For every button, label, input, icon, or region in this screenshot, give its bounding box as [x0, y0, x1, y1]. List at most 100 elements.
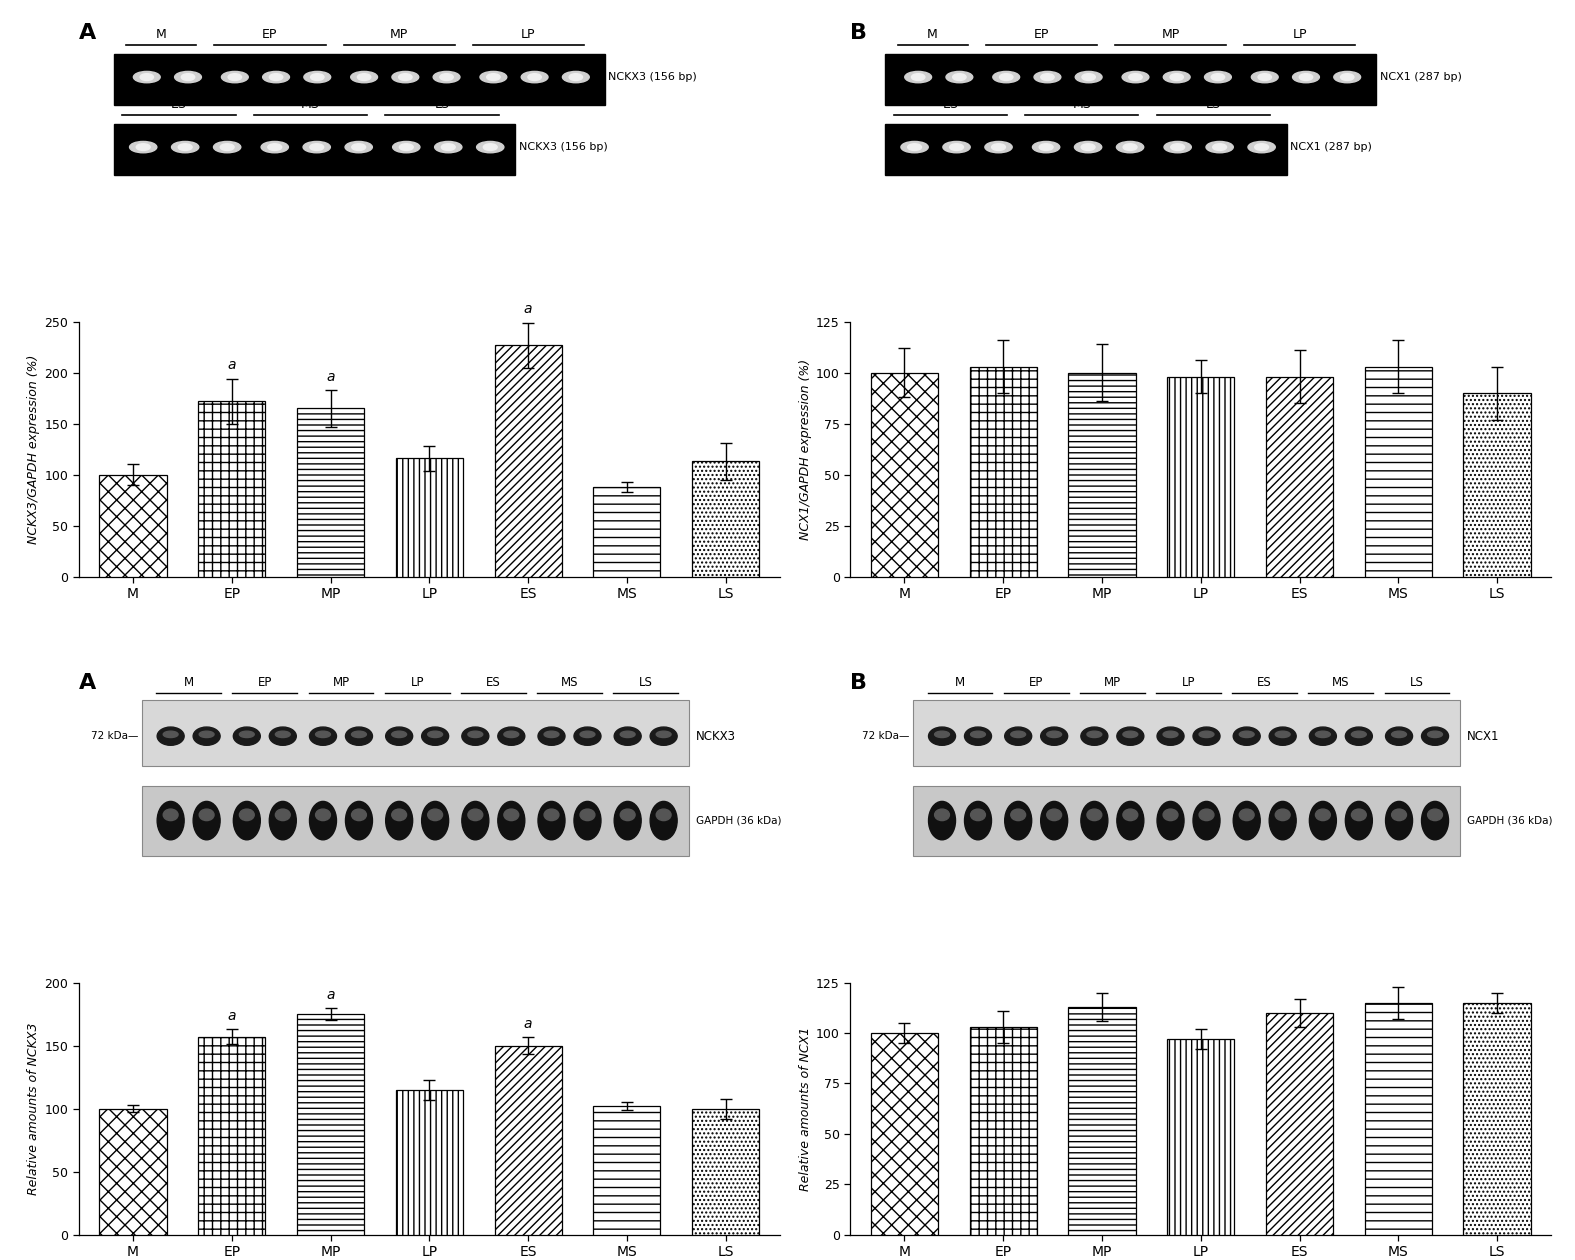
Bar — [395, 1090, 463, 1235]
Ellipse shape — [1011, 809, 1025, 820]
Ellipse shape — [929, 801, 956, 840]
Bar — [594, 1106, 660, 1235]
Ellipse shape — [614, 727, 641, 746]
Ellipse shape — [172, 141, 198, 152]
Ellipse shape — [276, 809, 290, 820]
Ellipse shape — [1269, 727, 1296, 746]
Text: NCX1: NCX1 — [1468, 730, 1499, 742]
Ellipse shape — [1211, 73, 1225, 81]
Bar — [1068, 1007, 1136, 1235]
Ellipse shape — [198, 731, 214, 737]
Bar — [495, 345, 562, 577]
Text: ES: ES — [942, 98, 958, 111]
Bar — [99, 1109, 167, 1235]
Text: LP: LP — [411, 675, 424, 689]
Ellipse shape — [992, 72, 1019, 83]
Text: LS: LS — [1206, 98, 1221, 111]
Text: MS: MS — [561, 675, 578, 689]
Ellipse shape — [1240, 809, 1254, 820]
Ellipse shape — [1080, 801, 1107, 840]
Ellipse shape — [1040, 144, 1054, 150]
Ellipse shape — [351, 144, 365, 150]
Bar — [691, 461, 759, 577]
Bar — [298, 408, 364, 577]
Ellipse shape — [439, 73, 454, 81]
Ellipse shape — [562, 72, 589, 83]
Ellipse shape — [345, 141, 372, 152]
Ellipse shape — [1158, 801, 1184, 840]
Ellipse shape — [263, 72, 290, 83]
Text: MP: MP — [1104, 675, 1121, 689]
Bar — [395, 459, 463, 577]
Text: MP: MP — [1161, 28, 1180, 40]
Text: ES: ES — [487, 675, 501, 689]
Bar — [1463, 1003, 1531, 1235]
Ellipse shape — [1011, 731, 1025, 737]
Ellipse shape — [580, 809, 595, 820]
Ellipse shape — [580, 731, 595, 737]
Text: LP: LP — [1181, 675, 1195, 689]
Text: EP: EP — [258, 675, 272, 689]
Ellipse shape — [1340, 73, 1354, 81]
Text: M: M — [184, 675, 194, 689]
Text: LS: LS — [639, 675, 652, 689]
Ellipse shape — [970, 809, 986, 820]
Ellipse shape — [934, 731, 950, 737]
Ellipse shape — [1392, 809, 1406, 820]
Ellipse shape — [1076, 72, 1102, 83]
Ellipse shape — [650, 801, 677, 840]
Bar — [970, 1027, 1036, 1235]
Y-axis label: Relative amounts of NCX1: Relative amounts of NCX1 — [799, 1027, 811, 1191]
Ellipse shape — [1005, 727, 1032, 746]
Ellipse shape — [943, 141, 970, 152]
Bar — [113, 54, 605, 106]
Ellipse shape — [269, 73, 284, 81]
Ellipse shape — [233, 801, 260, 840]
Ellipse shape — [528, 73, 542, 81]
Ellipse shape — [269, 801, 296, 840]
Bar — [1266, 1013, 1332, 1235]
Ellipse shape — [912, 73, 925, 81]
Ellipse shape — [302, 141, 331, 152]
Text: MS: MS — [1332, 675, 1350, 689]
Bar — [1068, 373, 1136, 577]
Text: A: A — [79, 673, 96, 693]
Ellipse shape — [1192, 727, 1221, 746]
Ellipse shape — [1047, 731, 1062, 737]
Bar — [885, 123, 1287, 175]
Ellipse shape — [650, 727, 677, 746]
Ellipse shape — [901, 141, 928, 152]
Bar — [198, 1037, 266, 1235]
Ellipse shape — [569, 73, 583, 81]
Ellipse shape — [1074, 141, 1102, 152]
Ellipse shape — [400, 144, 413, 150]
Text: LS: LS — [435, 98, 449, 111]
Bar — [1266, 377, 1332, 577]
Ellipse shape — [1199, 809, 1214, 820]
Ellipse shape — [1351, 731, 1366, 737]
Ellipse shape — [1041, 801, 1068, 840]
Ellipse shape — [158, 801, 184, 840]
Ellipse shape — [1334, 72, 1361, 83]
Bar — [871, 1033, 939, 1235]
Text: ES: ES — [1257, 675, 1273, 689]
Ellipse shape — [269, 727, 296, 746]
Ellipse shape — [1080, 727, 1107, 746]
Ellipse shape — [392, 731, 406, 737]
Ellipse shape — [1164, 141, 1191, 152]
Ellipse shape — [1422, 727, 1449, 746]
Ellipse shape — [222, 72, 249, 83]
Text: B: B — [850, 23, 868, 43]
Ellipse shape — [907, 144, 921, 150]
Ellipse shape — [178, 144, 192, 150]
Ellipse shape — [221, 144, 235, 150]
Ellipse shape — [1087, 731, 1102, 737]
Ellipse shape — [947, 72, 973, 83]
Ellipse shape — [261, 141, 288, 152]
Ellipse shape — [1000, 73, 1013, 81]
Ellipse shape — [1164, 72, 1191, 83]
Ellipse shape — [345, 801, 372, 840]
Ellipse shape — [543, 809, 559, 820]
Ellipse shape — [268, 144, 282, 150]
Ellipse shape — [970, 731, 986, 737]
